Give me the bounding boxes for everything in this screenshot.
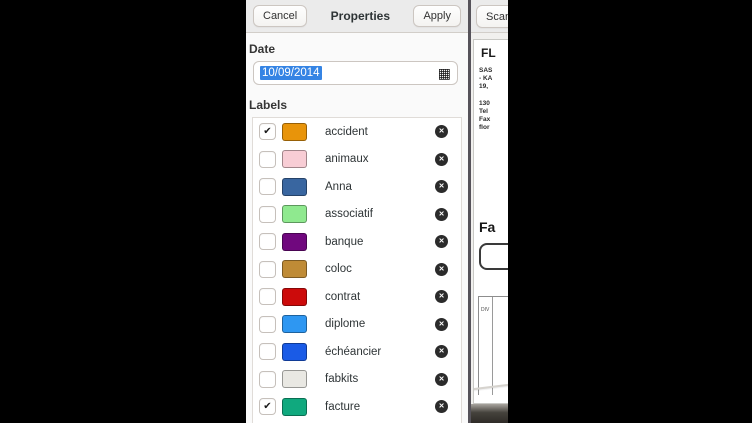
label-color-swatch [282, 122, 307, 141]
labels-list: ✔ accident ✕ ✔ animaux ✕ ✔ Anna ✕ ✔ asso… [252, 117, 462, 423]
label-row: ✔ Anna ✕ [253, 173, 461, 201]
properties-panel: Cancel Properties Apply Date 10/09/2014 … [246, 0, 468, 423]
label-row: ✔ facture ✕ [253, 393, 461, 421]
label-checkbox[interactable]: ✔ [259, 205, 276, 223]
cancel-button[interactable]: Cancel [253, 5, 308, 27]
close-icon: ✕ [438, 155, 445, 163]
label-checkbox[interactable]: ✔ [259, 150, 276, 168]
label-row: ✔ échéancier ✕ [253, 338, 461, 366]
remove-label-button[interactable]: ✕ [435, 262, 448, 276]
label-row: ✔ coloc ✕ [253, 256, 461, 284]
label-name: accident [325, 125, 368, 138]
calendar-icon[interactable]: ▦ [437, 65, 451, 81]
label-name: banque [325, 235, 364, 248]
apply-button[interactable]: Apply [413, 5, 461, 27]
scan-headerbar: Scan [471, 0, 508, 33]
scanner-bed-edge [471, 404, 508, 423]
label-row: ✔ associatif ✕ [253, 201, 461, 229]
doc-invoice-title: Fa [479, 219, 496, 235]
label-checkbox[interactable]: ✔ [259, 343, 276, 361]
label-name: animaux [325, 153, 369, 166]
label-name: facture [325, 400, 361, 413]
labels-section-label: Labels [249, 98, 288, 112]
doc-company-name: FL [481, 46, 496, 60]
label-row: ✔ fabkits ✕ [253, 366, 461, 394]
close-icon: ✕ [438, 403, 445, 411]
close-icon: ✕ [438, 128, 445, 136]
label-color-swatch [282, 205, 307, 224]
label-color-swatch [282, 370, 307, 389]
remove-label-button[interactable]: ✕ [435, 207, 448, 221]
label-color-swatch [282, 260, 307, 279]
checkmark-icon: ✔ [263, 125, 272, 137]
label-checkbox[interactable]: ✔ [259, 315, 276, 333]
doc-table-header: DIV [481, 307, 490, 313]
label-name: contrat [325, 290, 361, 303]
checkmark-icon: ✔ [263, 400, 272, 412]
date-section-label: Date [249, 42, 276, 56]
label-row: ✔ animaux ✕ [253, 146, 461, 174]
label-checkbox[interactable]: ✔ [259, 233, 276, 251]
remove-label-button[interactable]: ✕ [435, 400, 448, 414]
close-icon: ✕ [438, 265, 445, 273]
remove-label-button[interactable]: ✕ [435, 125, 448, 139]
properties-headerbar: Cancel Properties Apply [246, 0, 468, 33]
remove-label-button[interactable]: ✕ [435, 290, 448, 304]
date-input[interactable]: 10/09/2014 ▦ [253, 61, 458, 85]
pane-separator [468, 0, 471, 423]
doc-address-line: SAS - KA 19, [479, 67, 493, 90]
scanned-document-page[interactable]: FL SAS - KA 19, 130 Tel Fax flor Fa DIV [473, 39, 508, 404]
label-row: ✔ diplome ✕ [253, 311, 461, 339]
panel-title: Properties [330, 9, 391, 23]
label-color-swatch [282, 232, 307, 251]
label-checkbox[interactable]: ✔ [259, 260, 276, 278]
label-checkbox[interactable]: ✔ [259, 178, 276, 196]
close-icon: ✕ [438, 375, 445, 383]
label-name: coloc [325, 263, 352, 276]
label-name: échéancier [325, 345, 382, 358]
close-icon: ✕ [438, 348, 445, 356]
label-name: fabkits [325, 373, 359, 386]
doc-table-column-line [492, 297, 493, 395]
remove-label-button[interactable]: ✕ [435, 372, 448, 386]
close-icon: ✕ [438, 183, 445, 191]
label-checkbox[interactable]: ✔ [259, 123, 276, 141]
label-checkbox[interactable]: ✔ [259, 370, 276, 388]
doc-table: DIV [478, 296, 508, 395]
label-name: diplome [325, 318, 366, 331]
close-icon: ✕ [438, 210, 445, 218]
label-row: ✔ accident ✕ [253, 118, 461, 146]
date-input-value[interactable]: 10/09/2014 [260, 66, 322, 80]
label-checkbox[interactable]: ✔ [259, 288, 276, 306]
doc-stamp-box [479, 243, 508, 270]
remove-label-button[interactable]: ✕ [435, 345, 448, 359]
label-color-swatch [282, 397, 307, 416]
remove-label-button[interactable]: ✕ [435, 317, 448, 331]
scan-button[interactable]: Scan [476, 5, 508, 28]
document-preview-area: FL SAS - KA 19, 130 Tel Fax flor Fa DIV [471, 33, 508, 423]
remove-label-button[interactable]: ✕ [435, 180, 448, 194]
label-color-swatch [282, 287, 307, 306]
remove-label-button[interactable]: ✕ [435, 152, 448, 166]
label-color-swatch [282, 342, 307, 361]
label-name: associatif [325, 208, 373, 221]
remove-label-button[interactable]: ✕ [435, 235, 448, 249]
close-icon: ✕ [438, 238, 445, 246]
close-icon: ✕ [438, 293, 445, 301]
label-color-swatch [282, 177, 307, 196]
label-name: Anna [325, 180, 352, 193]
label-color-swatch [282, 315, 307, 334]
label-row: ✔ banque ✕ [253, 228, 461, 256]
label-checkbox[interactable]: ✔ [259, 398, 276, 416]
doc-contact-line: 130 Tel Fax flor [479, 100, 491, 131]
label-color-swatch [282, 150, 307, 169]
label-row: ✔ contrat ✕ [253, 283, 461, 311]
close-icon: ✕ [438, 320, 445, 328]
